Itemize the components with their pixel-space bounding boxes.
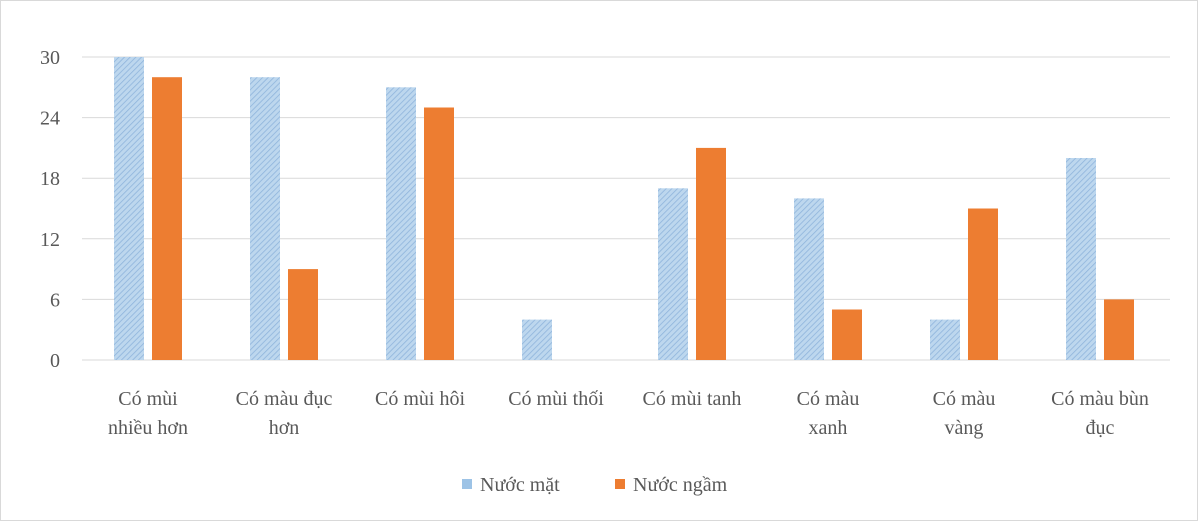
x-tick-label: Có mùi tanh [643,388,742,410]
bar-nuoc-mat [794,198,824,360]
bar-nuoc-ngam [288,269,318,360]
legend: Nước mặt Nước ngầm [462,474,728,496]
bar-nuoc-mat [658,188,688,360]
y-tick-label: 18 [40,168,60,190]
x-tick-label: xanh [809,417,848,439]
bar-nuoc-ngam [424,107,454,360]
x-tick-label: Có màu [797,388,860,410]
x-tick-label: Có màu [933,388,996,410]
legend-label-nuoc-mat: Nước mặt [480,474,560,496]
bar-nuoc-mat [386,87,416,361]
y-tick-label: 12 [40,229,60,251]
x-tick-label: nhiều hơn [108,417,188,439]
bar-nuoc-mat [522,319,552,360]
x-tick-label: hơn [269,417,300,439]
y-tick-label: 24 [40,108,60,130]
legend-label-nuoc-ngam: Nước ngầm [633,474,728,496]
x-tick-label: Có mùi hôi [375,388,465,410]
bar-nuoc-ngam [696,147,726,360]
legend-swatch-nuoc-ngam [615,479,625,489]
x-tick-label: vàng [945,417,984,439]
bar-nuoc-mat [114,57,144,360]
x-axis: Có mùi nhiều hơn Có màu đục hơn Có mùi hôi Có… [108,388,1149,439]
bar-nuoc-mat [1066,158,1096,360]
x-tick-label: Có mùi [118,388,178,410]
bar-nuoc-mat [930,319,960,360]
bar-nuoc-ngam [832,309,862,360]
gridlines [82,56,1170,361]
bars [114,57,1134,361]
x-tick-label: Có màu bùn [1051,388,1149,410]
bar-nuoc-ngam [1104,299,1134,360]
x-tick-label: Có mùi thối [508,388,604,410]
x-tick-label: Có màu đục [236,388,333,410]
y-tick-label: 0 [50,350,60,372]
y-tick-label: 6 [50,289,60,311]
y-axis: 0 6 12 18 24 30 [40,47,60,372]
bar-nuoc-ngam [968,208,998,360]
y-tick-label: 30 [40,47,60,69]
bar-nuoc-ngam [152,77,182,360]
x-tick-label: đục [1086,417,1115,439]
bar-nuoc-mat [250,77,280,360]
legend-swatch-nuoc-mat [462,479,472,489]
